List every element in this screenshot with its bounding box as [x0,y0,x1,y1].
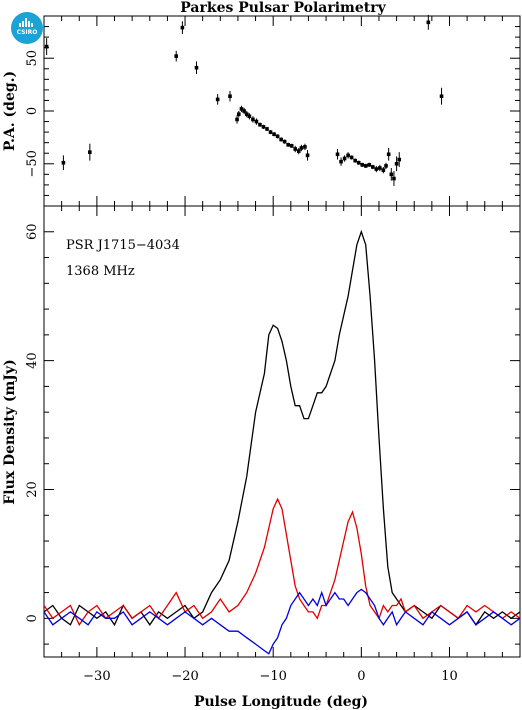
pa-point [265,127,269,131]
pa-point [272,132,276,137]
pa-point [258,122,262,127]
pa-point [180,25,185,30]
x-tick-label: 10 [441,669,458,684]
pa-point [439,94,444,99]
pa-point [194,65,199,70]
flux-panel: 0 20 40 60 −30 −20 −10 0 10 [25,205,521,684]
pa-point [374,167,379,171]
flux-y-tick-label: 60 [25,223,40,240]
pa-point [305,153,310,158]
pa-point [237,112,241,116]
x-tick-label: −20 [171,669,198,684]
pa-y-tick-label: 50 [25,50,40,67]
flux-series-1 [44,497,520,627]
pa-point [335,152,340,157]
flux-series-0 [44,229,520,627]
pa-point [261,125,266,129]
pa-point [235,117,239,122]
pa-point [384,164,388,168]
pa-point [286,142,290,147]
pa-point [370,165,375,169]
pa-point [282,139,287,144]
pa-point [254,119,259,124]
pa-point [239,107,244,111]
csiro-logo: CSIRO [11,12,43,44]
x-tick-label: −30 [83,669,110,684]
pa-panel: −50 0 50 [25,14,521,207]
pa-point [339,159,343,164]
pa-point [244,112,249,116]
pa-y-axis-label: P.A. (deg.) [2,71,18,151]
logo-bars-icon [19,18,35,27]
pa-point [247,114,252,119]
flux-y-tick-label: 20 [25,481,40,498]
pa-point [397,157,402,162]
pa-point [275,134,280,139]
chart-title: Parkes Pulsar Polarimetry [180,0,386,16]
pa-point [360,163,365,167]
pa-point [242,109,246,113]
pa-point [356,160,361,165]
pa-point [296,149,301,153]
x-tick-label: −10 [259,669,286,684]
frequency-label: 1368 MHz [66,264,135,279]
flux-frame [43,205,521,658]
pa-point [386,152,391,157]
pa-point [342,156,347,161]
flux-y-tick-label: 40 [25,352,40,369]
pa-point [353,158,357,163]
pa-point [378,166,382,170]
pa-point [394,161,399,166]
pa-point [299,146,304,150]
pulsar-name-label: PSR J1715−4034 [66,238,180,253]
pa-point [289,144,294,148]
x-tick-label: 0 [357,669,365,684]
pa-point [392,176,396,181]
pa-point [215,97,220,102]
pa-point [303,145,307,149]
pa-y-tick-label: −50 [25,150,40,177]
pa-point [367,163,372,167]
pa-point [349,155,354,160]
pa-frame [43,15,521,207]
pa-point [426,20,431,25]
pa-point [61,160,66,165]
pa-point [346,153,350,158]
pa-point [44,44,49,49]
pa-point [293,147,298,151]
flux-y-axis-label: Flux Density (mJy) [2,359,18,504]
pa-point [88,150,92,154]
pa-point [251,117,255,122]
pa-point [381,168,386,172]
flux-y-tick-label: 0 [25,614,40,622]
flux-series-2 [44,588,520,655]
pa-point [389,172,394,177]
pa-point [174,54,179,58]
pa-point [279,137,283,142]
x-axis-label: Pulse Longitude (deg) [194,694,368,710]
pa-point [363,164,368,168]
pa-point [268,130,273,134]
pa-y-tick-label: 0 [25,107,40,115]
pa-point [228,94,232,99]
logo-text: CSIRO [16,29,38,36]
